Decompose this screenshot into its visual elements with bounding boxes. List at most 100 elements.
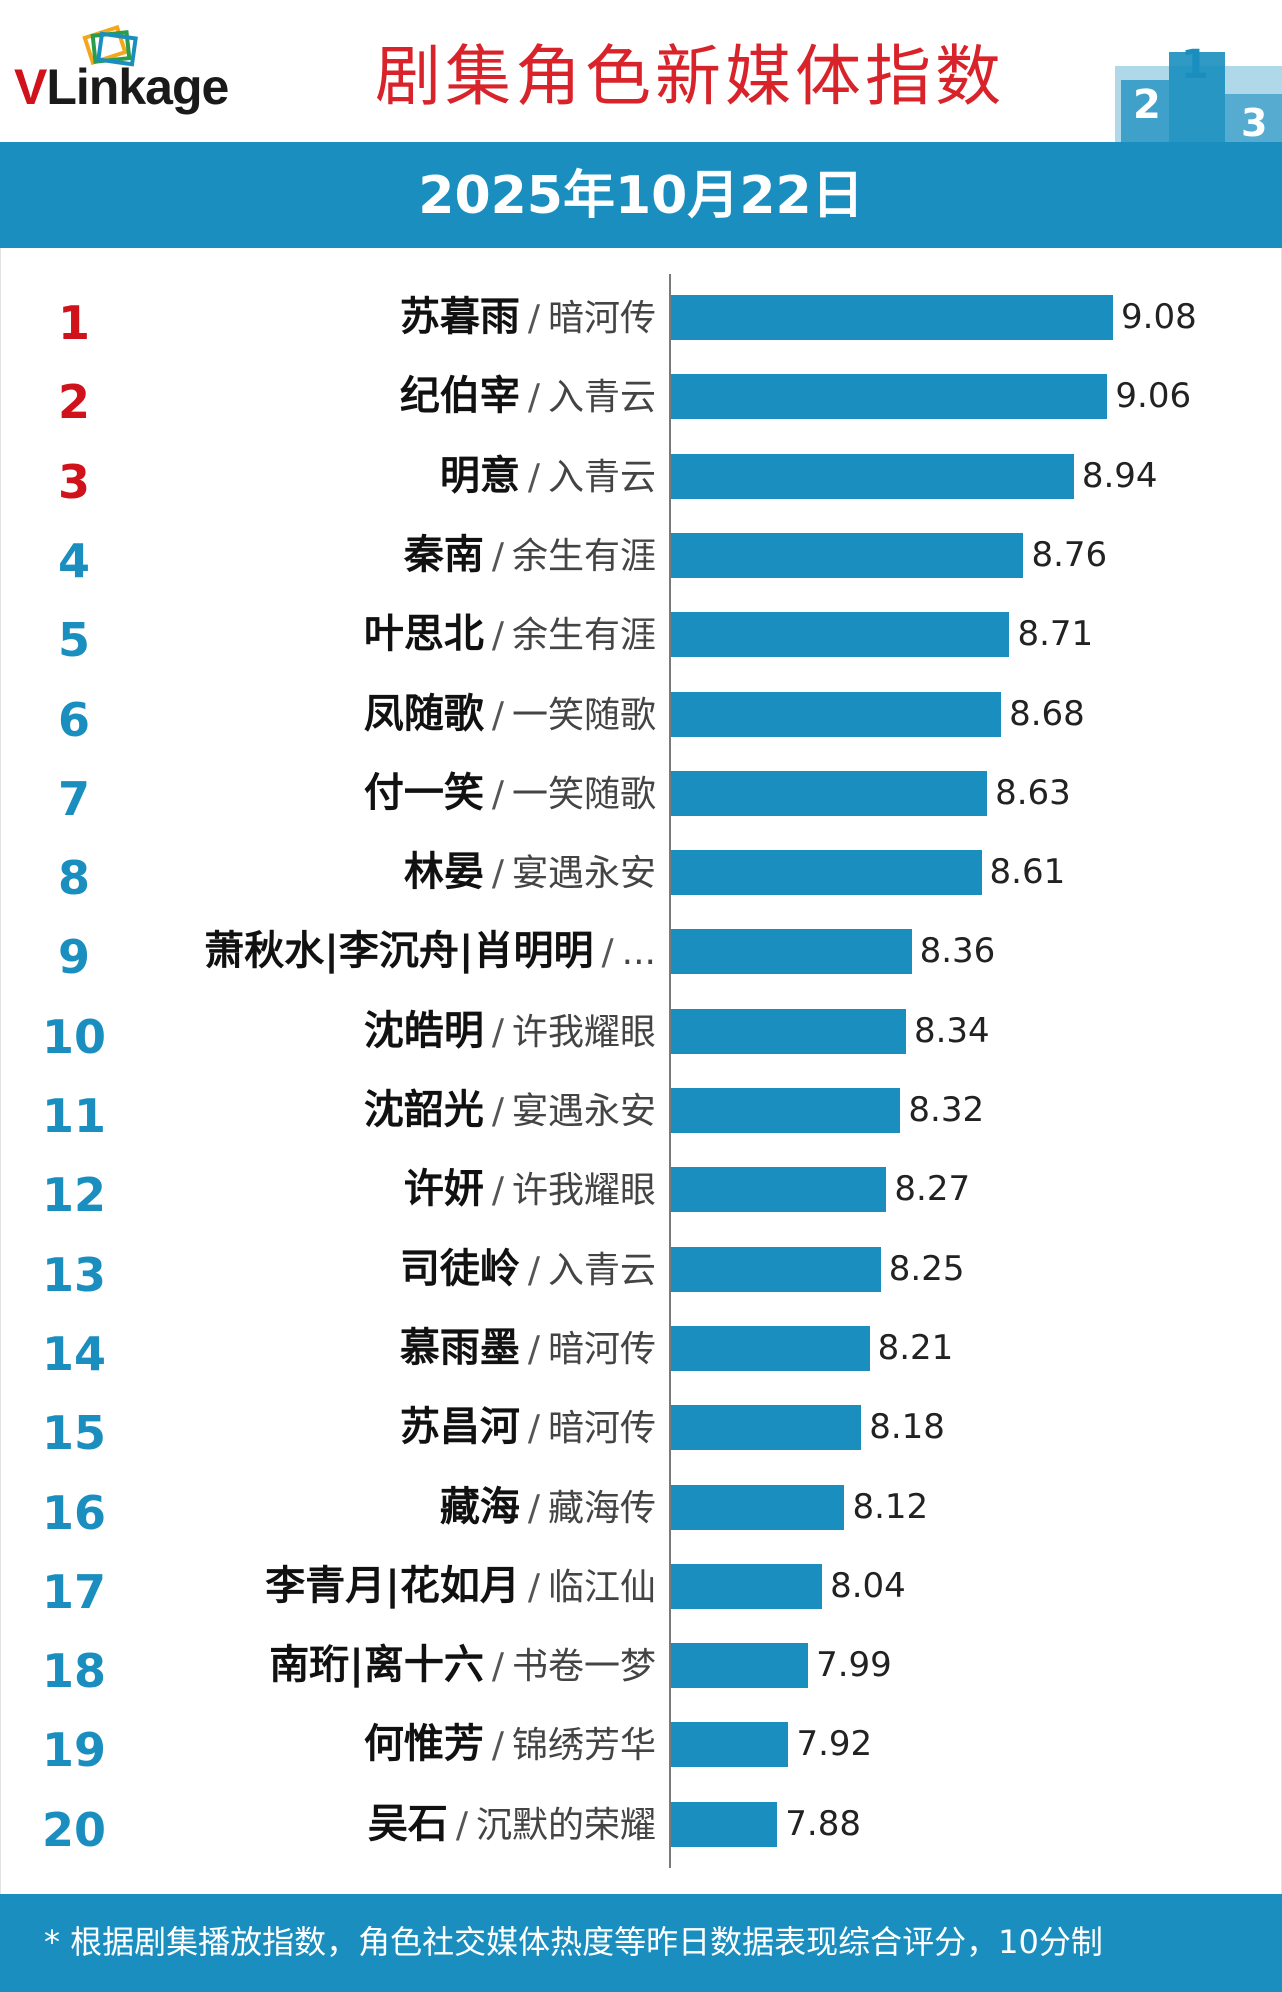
bar — [671, 295, 1113, 340]
label-separator: / — [527, 1487, 540, 1529]
label-separator: / — [491, 1091, 504, 1132]
label-separator: / — [491, 1646, 504, 1688]
data-label: 8.76 — [1031, 534, 1108, 575]
category-label: 纪伯宰 / 入青云 — [400, 357, 656, 436]
label-separator: / — [527, 298, 540, 339]
data-label: 8.21 — [877, 1327, 954, 1368]
bar — [671, 770, 988, 816]
rank-number: 9 — [57, 930, 90, 985]
category-label: 李青月|花如月 / 临江仙 — [265, 1547, 656, 1626]
chart-row: 5 叶思北 / 余生有涯 8.71 — [0, 595, 1282, 674]
role-name: 李青月|花如月 — [265, 1562, 520, 1609]
drama-name: 许我耀眼 — [511, 1011, 656, 1053]
role-name: 苏暮雨 — [399, 294, 520, 340]
drama-name: 许我耀眼 — [511, 1170, 656, 1212]
data-label: 8.36 — [919, 931, 996, 972]
date-band — [0, 142, 1282, 248]
data-label: 7.88 — [785, 1803, 861, 1844]
rank-number: 11 — [41, 1089, 106, 1143]
rank-number: 19 — [41, 1723, 106, 1778]
category-label: 叶思北 / 余生有涯 — [364, 595, 656, 674]
drama-name: 暗河传 — [547, 298, 656, 339]
bar — [671, 612, 1010, 658]
chart-row: 9 萧秋水|李沉舟|肖明明 /... 8.36 — [0, 912, 1282, 991]
data-label: 8.94 — [1081, 455, 1158, 496]
chart-row: 16 藏海 / 藏海传 8.12 — [0, 1468, 1282, 1547]
data-label: 8.71 — [1017, 614, 1094, 655]
chart-row: 6 凤随歌 / 一笑随歌 8.68 — [0, 675, 1282, 754]
bar — [671, 1405, 862, 1451]
bar — [671, 532, 1024, 578]
bar — [671, 1167, 887, 1213]
chart-row: 1 苏暮雨 / 暗河传 9.08 — [0, 278, 1282, 357]
data-label: 8.27 — [894, 1169, 971, 1210]
label-separator: / — [491, 615, 504, 657]
rank-number: 17 — [41, 1564, 106, 1619]
chart-axis — [669, 274, 671, 1868]
bar — [671, 1008, 906, 1054]
data-label: 8.61 — [989, 852, 1066, 893]
chart-row: 11 沈韶光 / 宴遇永安 8.32 — [0, 1071, 1282, 1150]
label-separator: / — [491, 535, 504, 577]
category-label: 苏昌河 / 暗河传 — [400, 1388, 656, 1467]
drama-name: 沉默的荣耀 — [475, 1804, 656, 1846]
role-name: 付一笑 — [363, 769, 484, 816]
label-separator: / — [601, 932, 614, 974]
data-label: 8.25 — [888, 1248, 965, 1289]
chart-row: 18 南珩|离十六 / 书卷一梦 7.99 — [0, 1626, 1282, 1705]
drama-name: 余生有涯 — [511, 535, 656, 577]
rank-number: 5 — [57, 613, 90, 668]
label-separator: / — [491, 1725, 504, 1767]
rank-number: 1 — [57, 296, 90, 350]
bar — [671, 850, 982, 896]
rank-number: 3 — [57, 454, 90, 509]
category-label: 明意 / 入青云 — [440, 437, 656, 516]
role-name: 何惟芳 — [363, 1721, 484, 1768]
bar — [671, 929, 912, 975]
data-label: 9.06 — [1115, 376, 1192, 417]
data-label: 8.32 — [908, 1090, 985, 1130]
rank-number: 10 — [41, 1009, 106, 1064]
drama-name: 入青云 — [547, 377, 656, 419]
drama-name: ... — [621, 932, 656, 974]
bar — [671, 1088, 901, 1133]
data-label: 8.34 — [913, 1010, 990, 1051]
role-name: 苏昌河 — [399, 1404, 520, 1451]
role-name: 慕雨墨 — [399, 1324, 520, 1371]
drama-name: 宴遇永安 — [511, 853, 656, 895]
logo-text: VLinkage — [14, 59, 229, 115]
svg-text:3: 3 — [1241, 101, 1267, 142]
label-separator: / — [491, 773, 504, 815]
drama-name: 一笑随歌 — [511, 773, 656, 815]
rank-number: 16 — [41, 1485, 106, 1540]
footer-band — [0, 1894, 1282, 1992]
label-separator: / — [491, 1170, 504, 1212]
bar — [671, 1325, 870, 1371]
bar — [671, 374, 1108, 420]
category-label: 司徒岭 / 入青云 — [400, 1230, 656, 1309]
label-separator: / — [527, 1566, 540, 1608]
data-label: 8.63 — [995, 772, 1071, 813]
chart-row: 3 明意 / 入青云 8.94 — [0, 437, 1282, 516]
role-name: 叶思北 — [363, 611, 484, 658]
category-label: 林晏 / 宴遇永安 — [404, 833, 656, 912]
logo-cards-icon — [82, 24, 138, 67]
rank-number: 4 — [57, 533, 90, 588]
category-label: 许妍 / 许我耀眼 — [404, 1150, 656, 1229]
category-label: 吴石 / 沉默的荣耀 — [368, 1785, 656, 1864]
label-separator: / — [527, 1408, 540, 1450]
chart-row: 10 沈皓明 / 许我耀眼 8.34 — [0, 992, 1282, 1071]
rank-number: 15 — [41, 1406, 106, 1461]
category-label: 付一笑 / 一笑随歌 — [364, 754, 656, 833]
label-separator: / — [527, 377, 540, 419]
rank-number: 2 — [57, 375, 90, 430]
drama-name: 入青云 — [547, 456, 656, 498]
drama-name: 余生有涯 — [511, 615, 656, 657]
label-separator: / — [491, 694, 504, 736]
rank-number: 12 — [41, 1168, 106, 1223]
chart-row: 8 林晏 / 宴遇永安 8.61 — [0, 833, 1282, 912]
drama-name: 一笑随歌 — [511, 694, 656, 736]
category-label: 萧秋水|李沉舟|肖明明 /... — [204, 912, 656, 991]
rank-number: 20 — [41, 1802, 106, 1857]
role-name: 司徒岭 — [399, 1245, 520, 1292]
